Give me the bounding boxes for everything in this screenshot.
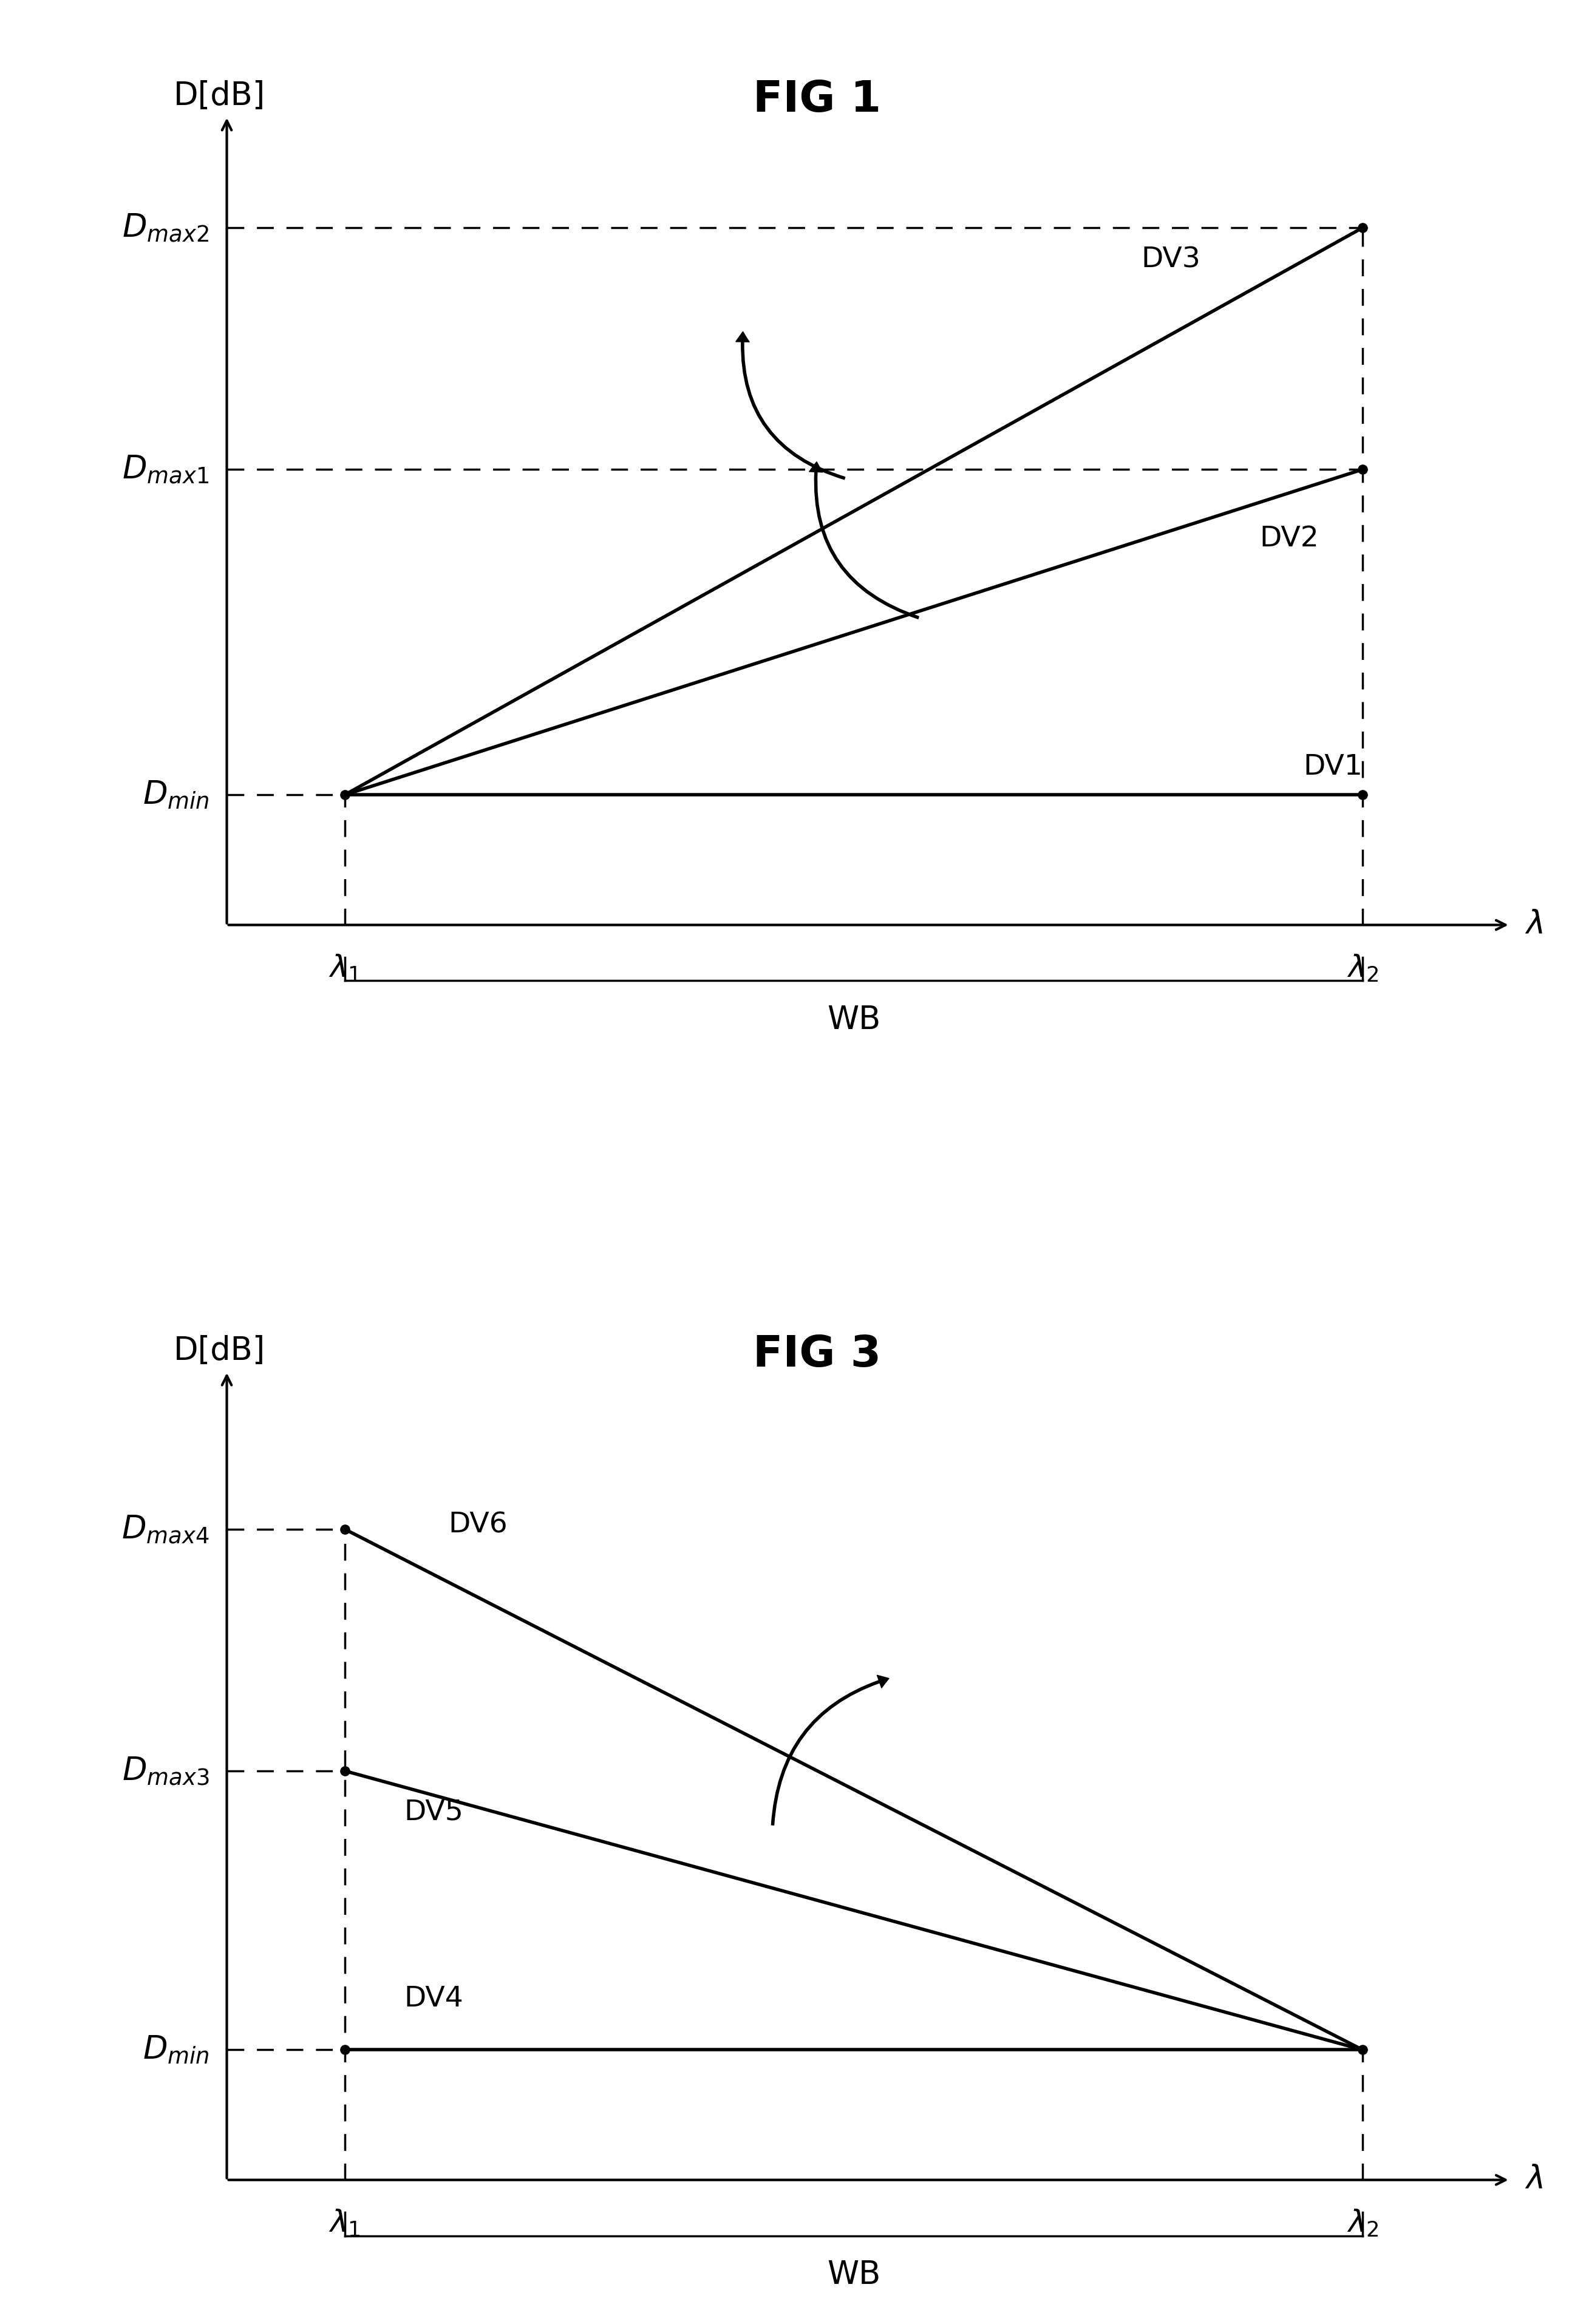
Text: DV5: DV5 (404, 1799, 463, 1827)
Point (331, 2031, 357, 2068)
FancyArrowPatch shape (809, 462, 918, 618)
Text: $\lambda$: $\lambda$ (1524, 909, 1543, 941)
Point (331, 1752, 357, 1789)
Text: $D_{max2}$: $D_{max2}$ (122, 211, 209, 244)
Text: $\lambda_2$: $\lambda_2$ (1347, 953, 1378, 983)
Text: $D_{max4}$: $D_{max4}$ (122, 1513, 209, 1545)
Text: $D_{min}$: $D_{min}$ (143, 2034, 209, 2066)
Text: DV4: DV4 (404, 1985, 463, 2013)
Text: FIG 3: FIG 3 (753, 1334, 880, 1376)
Text: $\lambda_1$: $\lambda_1$ (328, 953, 362, 983)
Text: $D_{max3}$: $D_{max3}$ (122, 1755, 209, 1787)
Text: D[dB]: D[dB] (173, 1334, 265, 1367)
Text: DV1: DV1 (1304, 753, 1362, 781)
FancyArrowPatch shape (771, 1676, 888, 1824)
Text: $D_{min}$: $D_{min}$ (143, 779, 209, 811)
Point (1350, 2031, 1375, 2068)
Point (1350, 209, 1375, 246)
Point (1350, 451, 1375, 488)
Text: $\lambda_2$: $\lambda_2$ (1347, 2208, 1378, 2238)
Text: WB: WB (826, 2259, 880, 2291)
FancyArrowPatch shape (736, 332, 845, 479)
Text: DV3: DV3 (1142, 246, 1201, 274)
Text: DV6: DV6 (449, 1511, 508, 1538)
Text: $D_{max1}$: $D_{max1}$ (122, 453, 209, 486)
Point (1350, 776, 1375, 813)
Text: WB: WB (826, 1004, 880, 1037)
Text: DV2: DV2 (1259, 525, 1318, 553)
Point (331, 1511, 357, 1548)
Point (331, 776, 357, 813)
Text: $\lambda_1$: $\lambda_1$ (328, 2208, 362, 2238)
Text: $\lambda$: $\lambda$ (1524, 2164, 1543, 2196)
Text: FIG 1: FIG 1 (753, 79, 880, 121)
Text: D[dB]: D[dB] (173, 79, 265, 112)
